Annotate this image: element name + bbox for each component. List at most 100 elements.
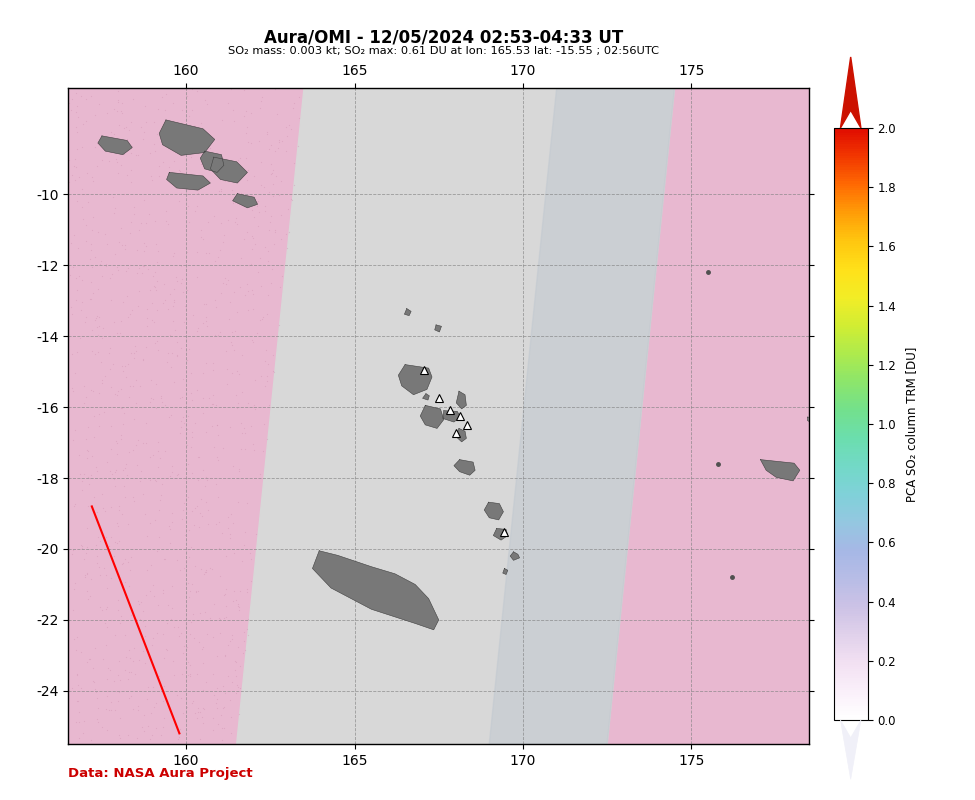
Point xyxy=(234,427,250,440)
Point xyxy=(70,242,86,254)
Text: Data: NASA Aura Project: Data: NASA Aura Project xyxy=(68,767,253,780)
Point xyxy=(208,300,223,313)
Text: SO₂ mass: 0.003 kt; SO₂ max: 0.61 DU at lon: 165.53 lat: -15.55 ; 02:56UTC: SO₂ mass: 0.003 kt; SO₂ max: 0.61 DU at … xyxy=(228,46,659,57)
Point xyxy=(217,272,233,285)
Point xyxy=(208,294,223,306)
Point xyxy=(194,710,210,723)
Point xyxy=(121,666,137,679)
Point xyxy=(134,266,149,279)
Point xyxy=(151,170,167,182)
Point xyxy=(135,721,150,734)
Point xyxy=(111,542,127,555)
Point xyxy=(80,566,96,579)
Point xyxy=(71,706,87,718)
Point xyxy=(212,185,227,198)
Point xyxy=(229,190,245,202)
Point xyxy=(119,120,135,133)
Point xyxy=(225,197,241,210)
Point xyxy=(261,399,277,412)
Point xyxy=(175,286,190,298)
Polygon shape xyxy=(503,569,508,574)
Point xyxy=(184,394,200,406)
Point xyxy=(275,135,291,148)
Point xyxy=(90,691,105,704)
Point xyxy=(162,329,177,342)
Point xyxy=(213,185,228,198)
Point xyxy=(187,205,203,218)
Point xyxy=(171,620,186,633)
Point xyxy=(158,204,174,217)
Point xyxy=(217,686,233,699)
Point xyxy=(221,313,237,326)
Point xyxy=(213,627,228,640)
Point xyxy=(136,630,152,642)
Point xyxy=(224,629,240,642)
Point xyxy=(237,110,253,122)
Point xyxy=(106,315,122,328)
Point xyxy=(195,642,211,655)
Point xyxy=(224,675,240,688)
Point xyxy=(130,434,145,446)
Point xyxy=(110,594,126,606)
Point xyxy=(118,359,134,372)
Point xyxy=(243,258,258,270)
Point xyxy=(80,444,96,457)
Point xyxy=(190,702,206,714)
Point xyxy=(216,229,232,242)
Point xyxy=(195,657,211,670)
Point xyxy=(111,534,127,547)
Point xyxy=(155,156,171,169)
Point xyxy=(63,301,79,314)
Point xyxy=(99,724,115,737)
Point xyxy=(229,218,245,230)
Point xyxy=(69,345,85,358)
Point xyxy=(216,722,232,734)
Point xyxy=(117,490,133,503)
Point xyxy=(118,575,134,588)
Point xyxy=(157,398,173,411)
Point xyxy=(90,226,105,238)
Point xyxy=(203,562,218,574)
Point xyxy=(186,631,202,644)
Point xyxy=(91,702,106,714)
Point xyxy=(130,149,145,162)
Point xyxy=(133,217,148,230)
Point xyxy=(115,558,131,570)
Point xyxy=(181,343,197,356)
Point xyxy=(160,302,176,315)
Point xyxy=(138,530,154,543)
Point xyxy=(121,692,137,705)
Polygon shape xyxy=(443,410,460,422)
Point xyxy=(206,711,221,724)
Point xyxy=(94,374,109,386)
Point xyxy=(165,614,180,626)
Point xyxy=(179,438,195,451)
Point xyxy=(162,522,177,535)
Point xyxy=(220,214,236,226)
Point xyxy=(182,585,198,598)
Point xyxy=(108,434,124,447)
Point xyxy=(183,615,199,628)
Point xyxy=(183,366,199,379)
Point xyxy=(85,385,100,398)
Point xyxy=(184,697,200,710)
Point xyxy=(121,580,137,593)
Point xyxy=(189,668,205,681)
Point xyxy=(222,527,238,540)
Point xyxy=(240,622,255,635)
Point xyxy=(124,347,139,360)
Point xyxy=(128,339,143,352)
Point xyxy=(81,500,97,513)
Point xyxy=(150,245,166,258)
Point xyxy=(170,468,185,481)
Point xyxy=(113,610,129,622)
Point xyxy=(146,701,162,714)
Point xyxy=(84,224,99,237)
Point xyxy=(182,667,198,680)
Point xyxy=(165,97,180,110)
Point xyxy=(123,651,138,664)
Point xyxy=(99,673,115,686)
Point xyxy=(87,410,102,422)
Point xyxy=(149,127,165,140)
Point xyxy=(230,396,246,409)
